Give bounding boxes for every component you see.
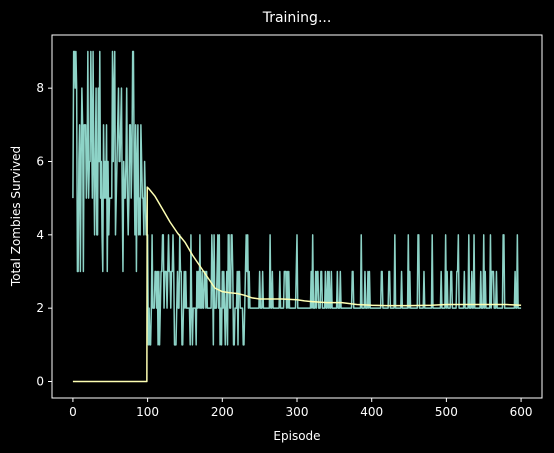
- x-tick-label: 0: [69, 405, 77, 419]
- series-line-moving-average: [72, 186, 522, 383]
- x-tick-label: 600: [510, 405, 533, 419]
- y-axis-label: Total Zombies Survived: [9, 146, 23, 287]
- y-tick-label: 0: [36, 375, 44, 389]
- x-tick-label: 400: [360, 405, 383, 419]
- ticks-layer: 0 100 200 300 400 500 600 0 2 4 6 8: [36, 81, 532, 419]
- series-layer: [72, 50, 522, 383]
- y-tick-label: 8: [36, 81, 44, 95]
- x-tick-label: 500: [435, 405, 458, 419]
- chart-title: Training...: [262, 10, 332, 26]
- y-tick-label: 4: [36, 228, 44, 242]
- y-tick-label: 6: [36, 155, 44, 169]
- y-tick-label: 2: [36, 301, 44, 315]
- x-axis-label: Episode: [273, 429, 320, 443]
- x-tick-label: 200: [211, 405, 234, 419]
- x-tick-label: 300: [286, 405, 309, 419]
- x-tick-label: 100: [136, 405, 159, 419]
